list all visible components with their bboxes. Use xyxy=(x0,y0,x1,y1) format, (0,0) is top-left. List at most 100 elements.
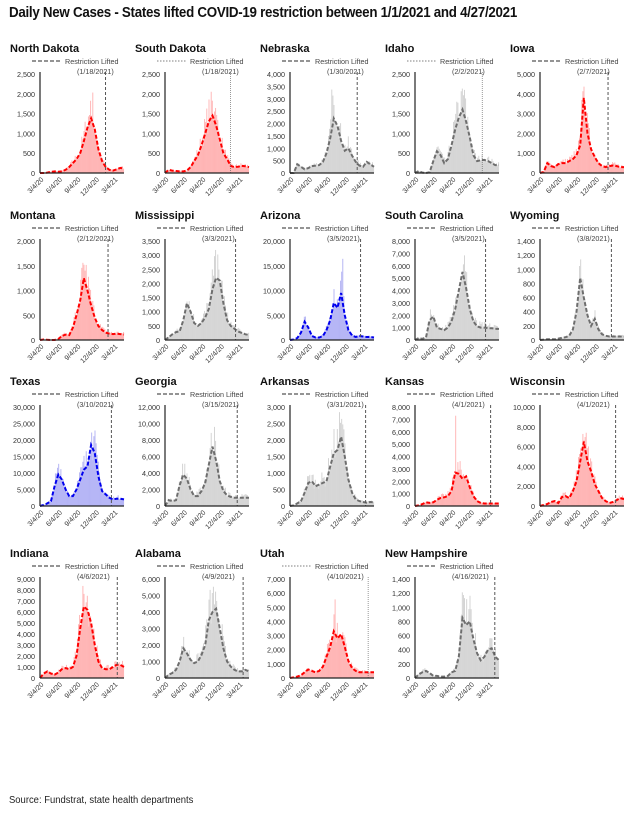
legend-date: (3/5/2021) xyxy=(327,234,360,243)
y-tick-label: 2,500 xyxy=(392,70,410,79)
y-tick-label: 3,000 xyxy=(267,632,285,641)
y-tick-label: 0 xyxy=(156,169,160,178)
average-line xyxy=(539,441,624,507)
x-tick-label: 12/4/20 xyxy=(454,509,476,531)
y-tick-label: 0 xyxy=(406,336,410,345)
y-tick-label: 2,000 xyxy=(17,237,35,246)
x-tick-label: 3/4/20 xyxy=(152,343,171,362)
y-tick-label: 3,500 xyxy=(142,237,160,246)
x-tick-label: 12/4/20 xyxy=(329,681,351,703)
x-tick-label: 12/4/20 xyxy=(329,509,351,531)
area-fill xyxy=(165,277,249,340)
y-tick-label: 6,000 xyxy=(142,453,160,462)
y-tick-label: 2,500 xyxy=(267,420,285,429)
y-tick-label: 1,500 xyxy=(267,453,285,462)
chart-panel-mississippi: Mississippi Restriction Lifted(3/3/2021) 3… xyxy=(135,210,250,365)
x-tick-label: 3/4/20 xyxy=(277,509,296,528)
y-tick-label: 10,000 xyxy=(13,469,35,478)
y-tick-label: 1,000 xyxy=(267,144,285,153)
y-tick-label: 200 xyxy=(398,660,410,669)
y-tick-label: 4,000 xyxy=(392,453,410,462)
x-tick-label: 6/4/20 xyxy=(420,343,439,362)
y-tick-label: 400 xyxy=(523,308,535,317)
average-line xyxy=(40,115,125,174)
y-tick-label: 2,000 xyxy=(267,120,285,129)
x-tick-label: 3/4/20 xyxy=(152,509,171,528)
average-line xyxy=(289,292,375,341)
chart-panel-nebraska: Nebraska Restriction Lifted(1/30/2021) 4,0… xyxy=(260,43,375,198)
y-tick-label: 2,000 xyxy=(142,641,160,650)
x-tick-label: 6/4/20 xyxy=(295,176,314,195)
legend-date: (2/12/2021) xyxy=(77,234,114,243)
y-tick-label: 1,000 xyxy=(267,660,285,669)
area-fill xyxy=(165,115,249,173)
average-line xyxy=(414,471,499,507)
legend-label: Restriction Lifted xyxy=(190,224,244,233)
chart-title: Arizona xyxy=(260,210,301,222)
area-fill xyxy=(540,97,624,173)
y-tick-label: 5,000 xyxy=(267,311,285,320)
x-tick-label: 12/4/20 xyxy=(454,176,476,198)
x-tick-label: 6/4/20 xyxy=(45,681,64,700)
y-tick-label: 6,000 xyxy=(517,443,535,452)
chart-panel-georgia: Georgia Restriction Lifted(3/15/2021) 12,0… xyxy=(135,376,250,531)
y-tick-label: 6,000 xyxy=(142,575,160,584)
legend-date: (4/9/2021) xyxy=(202,572,235,581)
legend-label: Restriction Lifted xyxy=(315,57,369,66)
y-tick-label: 10,000 xyxy=(513,403,535,412)
y-tick-label: 3,000 xyxy=(142,251,160,260)
y-tick-label: 500 xyxy=(148,322,160,331)
x-tick-label: 3/4/20 xyxy=(402,176,421,195)
y-tick-label: 4,000 xyxy=(267,70,285,79)
x-tick-label: 3/4/21 xyxy=(101,509,120,528)
y-tick-label: 2,000 xyxy=(142,90,160,99)
legend-date: (3/31/2021) xyxy=(327,400,364,409)
chart-panel-montana: Montana Restriction Lifted(2/12/2021) 2,00… xyxy=(10,210,125,365)
area-fill xyxy=(165,608,249,678)
y-tick-label: 1,200 xyxy=(392,589,410,598)
area-fill xyxy=(415,617,499,678)
area-fill xyxy=(290,293,374,340)
y-tick-label: 7,000 xyxy=(392,249,410,258)
average-line xyxy=(289,436,375,507)
y-tick-label: 6,000 xyxy=(267,589,285,598)
y-tick-label: 1,000 xyxy=(392,603,410,612)
y-tick-label: 4,000 xyxy=(267,617,285,626)
x-tick-label: 3/4/21 xyxy=(351,343,370,362)
chart-title: Kansas xyxy=(385,376,424,388)
x-tick-label: 6/4/20 xyxy=(45,343,64,362)
x-tick-label: 6/4/20 xyxy=(545,509,564,528)
chart-title: Arkansas xyxy=(260,376,310,388)
legend-label: Restriction Lifted xyxy=(190,57,244,66)
x-tick-label: 6/4/20 xyxy=(295,509,314,528)
y-tick-label: 0 xyxy=(531,502,535,511)
chart-panel-north-dakota: North Dakota Restriction Lifted(1/18/2021… xyxy=(10,43,125,198)
chart-title: Wisconsin xyxy=(510,376,565,388)
x-tick-label: 3/4/21 xyxy=(476,509,495,528)
y-tick-label: 5,000 xyxy=(392,274,410,283)
chart-panel-new-hampshire: New Hampshire Restriction Lifted(4/16/202… xyxy=(385,548,500,703)
y-tick-label: 4,000 xyxy=(142,469,160,478)
y-tick-label: 5,000 xyxy=(517,70,535,79)
x-tick-label: 3/4/21 xyxy=(601,509,620,528)
legend-date: (3/5/2021) xyxy=(452,234,485,243)
average-line xyxy=(39,441,125,507)
average-line xyxy=(290,115,375,174)
y-tick-label: 15,000 xyxy=(13,453,35,462)
y-tick-label: 3,000 xyxy=(517,110,535,119)
y-tick-label: 25,000 xyxy=(13,420,35,429)
y-tick-label: 1,000 xyxy=(142,308,160,317)
y-tick-label: 1,000 xyxy=(17,663,35,672)
page-title: Daily New Cases - States lifted COVID-19… xyxy=(9,5,517,21)
legend-label: Restriction Lifted xyxy=(440,57,494,66)
chart-panel-arkansas: Arkansas Restriction Lifted(3/31/2021) 3,0… xyxy=(260,376,375,531)
average-line xyxy=(539,97,624,174)
y-tick-label: 0 xyxy=(406,169,410,178)
x-tick-label: 3/4/21 xyxy=(601,176,620,195)
chart-title: Mississippi xyxy=(135,210,194,222)
y-tick-label: 0 xyxy=(156,336,160,345)
y-tick-label: 0 xyxy=(281,502,285,511)
x-tick-label: 3/4/20 xyxy=(527,176,546,195)
chart-title: Texas xyxy=(10,376,40,388)
x-tick-label: 3/4/21 xyxy=(476,176,495,195)
